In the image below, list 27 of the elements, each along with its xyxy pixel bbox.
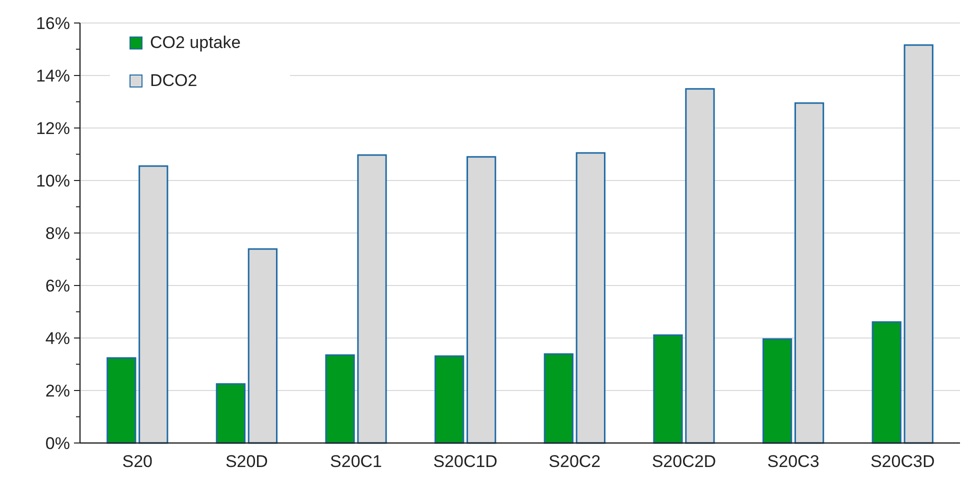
bar — [216, 383, 246, 444]
x-tick-label: S20C2D — [652, 452, 716, 471]
x-tick-label: S20 — [122, 452, 153, 471]
y-tick-label: 2% — [45, 381, 70, 400]
y-tick-label: 10% — [36, 171, 70, 190]
x-tick-label: S20C3D — [870, 452, 935, 471]
x-tick-label: S20C1D — [433, 452, 498, 471]
y-tick-label: 16% — [36, 14, 70, 33]
x-tick-label: S20C1 — [330, 452, 382, 471]
x-tick-label: S20C3 — [767, 452, 820, 471]
bar — [434, 355, 464, 444]
y-tick-label: 12% — [36, 118, 70, 138]
y-tick-label: 4% — [45, 328, 70, 348]
y-tick-label: 6% — [45, 276, 70, 296]
bar — [106, 357, 136, 444]
y-tick-label: 0% — [45, 434, 70, 453]
bar — [872, 321, 902, 444]
legend-label: CO2 uptake — [150, 33, 241, 52]
bar — [653, 334, 683, 444]
bar — [325, 354, 355, 444]
x-tick-label: S20C2 — [548, 452, 601, 471]
x-tick-label: S20D — [225, 452, 268, 471]
y-tick-label: 14% — [36, 66, 70, 86]
legend-label: DCO2 — [150, 71, 198, 90]
y-tick-label: 8% — [45, 224, 70, 243]
bar — [762, 338, 792, 444]
bar — [544, 353, 574, 444]
